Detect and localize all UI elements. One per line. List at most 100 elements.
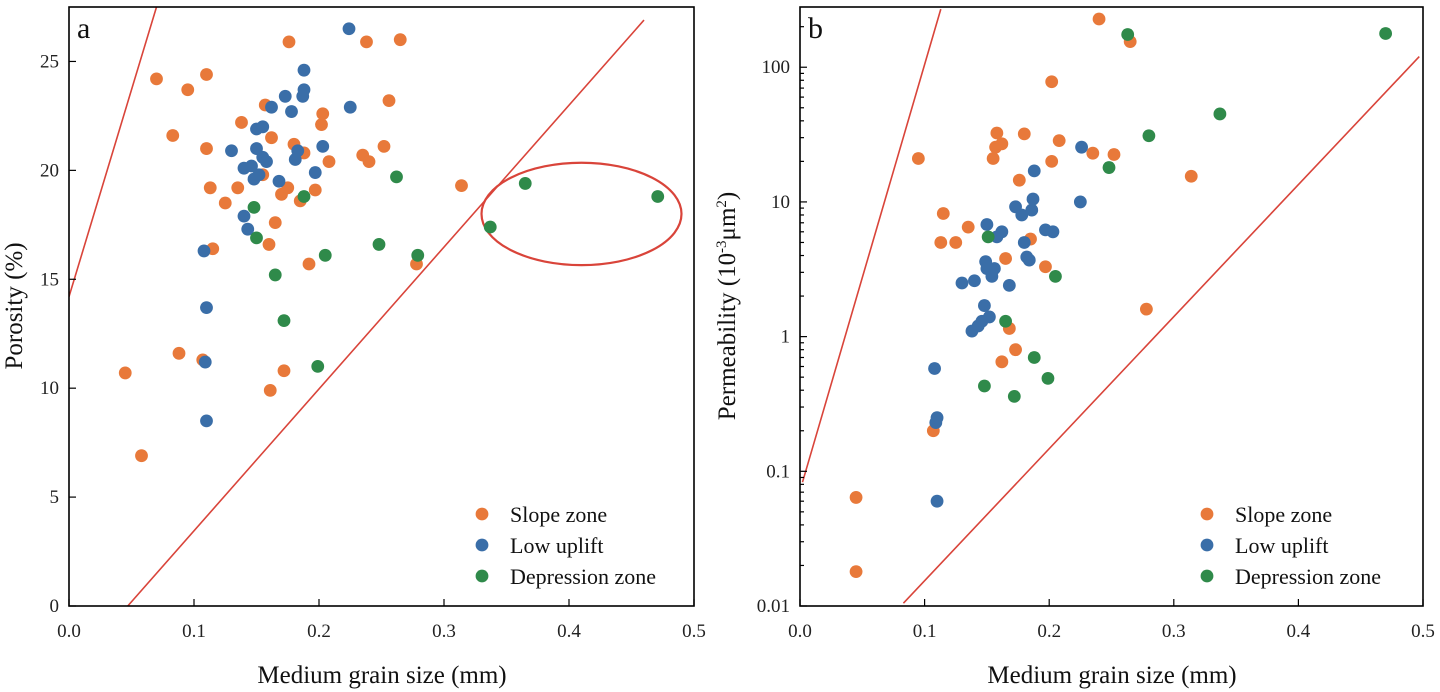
panel-b-point-uplift-14 xyxy=(982,310,996,324)
panel-b-xtick-label-5: 0.5 xyxy=(1411,621,1435,642)
panel-a-point-slope-9 xyxy=(200,142,213,155)
panel-a-point-slope-5 xyxy=(172,346,186,360)
panel-b-series-2 xyxy=(928,140,1088,508)
panel-b-point-uplift-27 xyxy=(1027,164,1041,178)
panel-b-ylabel-sup-2: 2 xyxy=(714,200,730,208)
panel-a-series-3 xyxy=(247,170,665,373)
panel-b-point-slope-23 xyxy=(1052,134,1066,148)
panel-a-point-slope-23 xyxy=(281,181,295,195)
panel-a-point-slope-8 xyxy=(200,68,213,81)
panel-a-legend-marker-2 xyxy=(475,538,489,552)
panel-a-series-2 xyxy=(197,22,357,428)
panel-b-xtick-label-4: 0.4 xyxy=(1287,621,1311,642)
panel-b-point-slope-12 xyxy=(995,355,1009,369)
panel-b-boundary-line-2 xyxy=(902,56,1420,604)
panel-b-legend-marker-2 xyxy=(1200,538,1214,552)
panel-a-point-uplift-25 xyxy=(297,63,311,77)
panel-b-point-uplift-31 xyxy=(1075,140,1088,154)
panel-b-point-slope-18 xyxy=(1017,127,1031,141)
panel-a-point-depression-10 xyxy=(411,248,425,262)
panel-a-ytick-label-2: 10 xyxy=(40,378,59,399)
panel-a-label: a xyxy=(77,12,90,45)
panel-a-legend-label-1: Slope zone xyxy=(510,502,607,527)
panel-b-point-depression-2 xyxy=(981,230,995,244)
panel-a-legend-label-2: Low uplift xyxy=(510,533,604,558)
panel-a-point-depression-8 xyxy=(372,238,386,251)
panel-b-ylabel: Permeability (10-3μm2) xyxy=(714,192,741,421)
panel-a-point-uplift-16 xyxy=(260,155,273,169)
panel-b-point-depression-4 xyxy=(1007,389,1021,403)
panel-a-point-uplift-3 xyxy=(200,414,213,428)
panel-a-point-slope-4 xyxy=(166,129,180,142)
panel-b-boundary-line-1 xyxy=(801,8,942,483)
panel-b-point-slope-17 xyxy=(1012,173,1026,187)
panel-a-point-slope-28 xyxy=(302,257,316,271)
panel-a-point-slope-22 xyxy=(277,364,291,378)
panel-a-point-slope-29 xyxy=(308,183,322,197)
panel-b-point-uplift-19 xyxy=(1002,279,1016,292)
panel-b-ytick-label-1: 0.1 xyxy=(766,461,790,482)
panel-a-legend-marker-3 xyxy=(475,569,489,583)
panel-a-point-slope-14 xyxy=(235,116,248,129)
panel-a-xlabel: Medium grain size (mm) xyxy=(257,662,506,689)
panel-b-legend-label-1: Slope zone xyxy=(1235,502,1332,527)
panel-b-ylabel-sup-1: -3 xyxy=(714,240,730,253)
panel-b-ytick-label-4: 100 xyxy=(762,57,791,78)
panel-a-point-slope-17 xyxy=(262,238,276,251)
panel-a-point-uplift-1 xyxy=(197,244,211,258)
panel-a-point-uplift-9 xyxy=(245,159,258,173)
panel-b-point-depression-3 xyxy=(999,314,1012,328)
panel-b-point-slope-14 xyxy=(999,252,1012,265)
panel-a-point-slope-34 xyxy=(360,35,373,49)
panel-a-point-uplift-19 xyxy=(278,89,292,103)
panel-a-point-slope-18 xyxy=(263,383,277,397)
panel-a-point-slope-13 xyxy=(231,181,245,195)
panel-a-point-uplift-26 xyxy=(308,166,322,179)
panel-a-ylabel: Porosity (%) xyxy=(1,242,28,369)
panel-b-point-uplift-29 xyxy=(1046,225,1060,239)
panel-b-point-depression-11 xyxy=(1213,107,1227,121)
panel-b-point-slope-3 xyxy=(911,152,925,165)
panel-a-point-uplift-2 xyxy=(198,355,212,369)
panel-b-point-uplift-7 xyxy=(968,274,981,288)
panel-a-point-slope-30 xyxy=(315,118,328,132)
panel-a-point-slope-10 xyxy=(203,181,217,195)
panel-b-label: b xyxy=(808,12,823,45)
panel-b-point-depression-10 xyxy=(1142,129,1156,143)
panel-a-xtick-label-0: 0.0 xyxy=(57,621,81,642)
panel-b-point-slope-6 xyxy=(936,207,950,220)
panel-a-boundary-lines xyxy=(69,7,645,606)
panel-a-point-depression-2 xyxy=(250,231,263,245)
panel-a-point-uplift-20 xyxy=(285,105,298,118)
panel-a-xtick-label-1: 0.1 xyxy=(182,621,206,642)
panel-b-ytick-label-2: 1 xyxy=(781,327,791,348)
panel-a-xtick-label-4: 0.4 xyxy=(557,621,581,642)
panel-b-point-slope-21 xyxy=(1045,154,1059,168)
panel-b-point-uplift-13 xyxy=(980,218,994,231)
panel-a-point-uplift-24 xyxy=(297,83,311,97)
panel-a-point-slope-3 xyxy=(150,72,163,86)
panel-b-legend-marker-3 xyxy=(1200,569,1214,583)
panel-a-legend-marker-1 xyxy=(475,507,489,521)
panel-a-xtick-label-5: 0.5 xyxy=(682,621,706,642)
panel-a-point-uplift-27 xyxy=(316,140,330,153)
panel-b-ytick-label-0: 0.01 xyxy=(757,596,790,617)
panel-b-point-depression-1 xyxy=(978,379,991,393)
panel-b-series-3 xyxy=(978,27,1393,403)
panel-b-ylabel-part-3: ) xyxy=(714,192,741,200)
panel-a-point-depression-12 xyxy=(518,177,532,190)
panel-a-point-uplift-18 xyxy=(272,174,286,188)
panel-a-point-depression-5 xyxy=(297,190,311,203)
panel-a-point-slope-12 xyxy=(218,196,232,210)
panel-b-point-uplift-4 xyxy=(930,494,944,508)
panel-a-point-slope-32 xyxy=(322,155,336,169)
panel-b-permeability: b Medium grain size (mm) Permeability (1… xyxy=(714,6,1435,689)
panel-b-point-slope-2 xyxy=(849,491,863,504)
panel-b-frame xyxy=(799,6,1424,607)
panel-b-point-uplift-18 xyxy=(995,225,1009,239)
panel-b-xlabel: Medium grain size (mm) xyxy=(987,662,1236,689)
panel-b-legend-label-3: Depression zone xyxy=(1235,564,1381,589)
panel-b-ylabel-part-1: Permeability (10 xyxy=(714,253,741,420)
panel-b-point-uplift-1 xyxy=(928,362,941,375)
